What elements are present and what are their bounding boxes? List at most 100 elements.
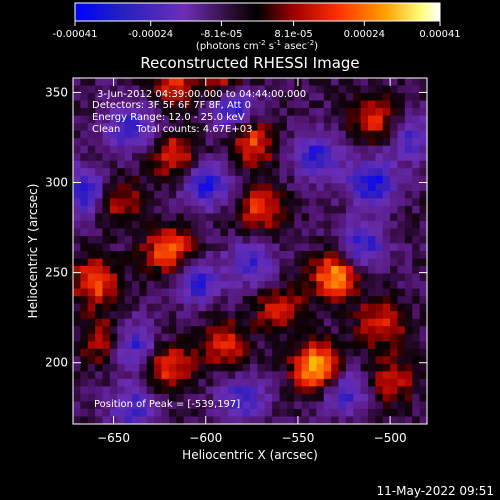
heatmap-cell — [338, 213, 347, 222]
x-axis-label: Heliocentric X (arcsec) — [182, 448, 318, 462]
heatmap-cell — [87, 220, 96, 230]
heatmap-cell — [117, 175, 126, 184]
heatmap-cell — [154, 190, 163, 199]
heatmap-cell — [382, 220, 391, 230]
heatmap-cell — [132, 235, 140, 245]
heatmap-cell — [132, 326, 140, 335]
heatmap-cell — [213, 78, 222, 87]
heatmap-cell — [412, 363, 421, 372]
heatmap-cell — [87, 386, 96, 395]
heatmap-cell — [176, 393, 185, 403]
heatmap-cell — [132, 251, 140, 260]
heatmap-cell — [397, 130, 406, 139]
heatmap-cell — [353, 190, 362, 199]
heatmap-cell — [250, 393, 258, 403]
heatmap-cell — [353, 296, 362, 305]
heatmap-cell — [250, 273, 258, 282]
heatmap-cell — [301, 288, 310, 297]
heatmap-cell — [353, 288, 362, 297]
heatmap-cell — [95, 168, 104, 177]
heatmap-cell — [301, 318, 310, 327]
heatmap-cell — [124, 273, 133, 282]
heatmap-cell — [102, 371, 111, 380]
heatmap-cell — [205, 266, 214, 275]
heatmap-cell — [95, 348, 104, 357]
heatmap-cell — [168, 303, 177, 312]
heatmap-cell — [404, 311, 413, 320]
heatmap-cell — [191, 198, 199, 207]
heatmap-cell — [404, 408, 413, 418]
heatmap-cell — [323, 100, 332, 109]
heatmap-cell — [419, 416, 428, 425]
heatmap-cell — [139, 258, 148, 267]
heatmap-cell — [272, 85, 281, 94]
heatmap-cell — [73, 356, 81, 365]
heatmap-cell — [397, 123, 406, 132]
heatmap-cell — [368, 393, 376, 403]
heatmap-cell — [375, 273, 384, 282]
heatmap-cell — [124, 258, 133, 267]
heatmap-cell — [250, 363, 258, 372]
heatmap-cell — [360, 296, 369, 305]
heatmap-cell — [87, 378, 96, 387]
heatmap-cell — [242, 213, 251, 222]
heatmap-cell — [375, 228, 384, 237]
heatmap-cell — [375, 123, 384, 132]
heatmap-cell — [154, 273, 163, 282]
heatmap-cell — [80, 108, 89, 117]
heatmap-cell — [301, 393, 310, 403]
heatmap-cell — [345, 85, 354, 94]
heatmap-cell — [294, 363, 303, 372]
heatmap-cell — [227, 153, 236, 162]
heatmap-cell — [323, 108, 332, 117]
heatmap-cell — [80, 130, 89, 139]
heatmap-cell — [242, 326, 251, 335]
heatmap-cell — [220, 341, 229, 350]
heatmap-cell — [139, 183, 148, 192]
heatmap-cell — [183, 258, 192, 267]
heatmap-cell — [73, 266, 81, 275]
heatmap-cell — [419, 190, 428, 199]
heatmap-cell — [124, 175, 133, 184]
heatmap-cell — [309, 356, 317, 365]
heatmap-cell — [390, 371, 399, 380]
heatmap-cell — [73, 273, 81, 282]
heatmap-cell — [154, 356, 163, 365]
heatmap-cell — [316, 145, 325, 154]
heatmap-cell — [368, 266, 376, 275]
heatmap-cell — [198, 93, 207, 102]
heatmap-cell — [309, 273, 317, 282]
heatmap-cell — [213, 235, 222, 245]
heatmap-cell — [272, 386, 281, 395]
heatmap-cell — [353, 273, 362, 282]
heatmap-cell — [338, 183, 347, 192]
heatmap-cell — [368, 93, 376, 102]
heatmap-cell — [257, 258, 266, 267]
heatmap-cell — [124, 123, 133, 132]
heatmap-cell — [294, 303, 303, 312]
heatmap-cell — [375, 243, 384, 252]
heatmap-cell — [272, 266, 281, 275]
heatmap-cell — [345, 183, 354, 192]
heatmap-cell — [183, 235, 192, 245]
heatmap-cell — [95, 408, 104, 418]
heatmap-cell — [250, 123, 258, 132]
heatmap-cell — [139, 213, 148, 222]
heatmap-cell — [301, 258, 310, 267]
heatmap-cell — [73, 348, 81, 357]
heatmap-cell — [279, 401, 288, 410]
heatmap-cell — [257, 190, 266, 199]
heatmap-cell — [132, 220, 140, 230]
heatmap-cell — [412, 341, 421, 350]
heatmap-cell — [309, 378, 317, 387]
heatmap-cell — [213, 266, 222, 275]
annotation-detectors: Detectors: 3F 5F 6F 7F 8F, Att 0 — [92, 100, 251, 111]
heatmap-cell — [419, 303, 428, 312]
heatmap-cell — [213, 100, 222, 109]
heatmap-cell — [154, 100, 163, 109]
heatmap-cell — [404, 416, 413, 425]
heatmap-cell — [286, 266, 295, 275]
heatmap-cell — [95, 198, 104, 207]
heatmap-cell — [87, 115, 96, 124]
heatmap-cell — [227, 100, 236, 109]
